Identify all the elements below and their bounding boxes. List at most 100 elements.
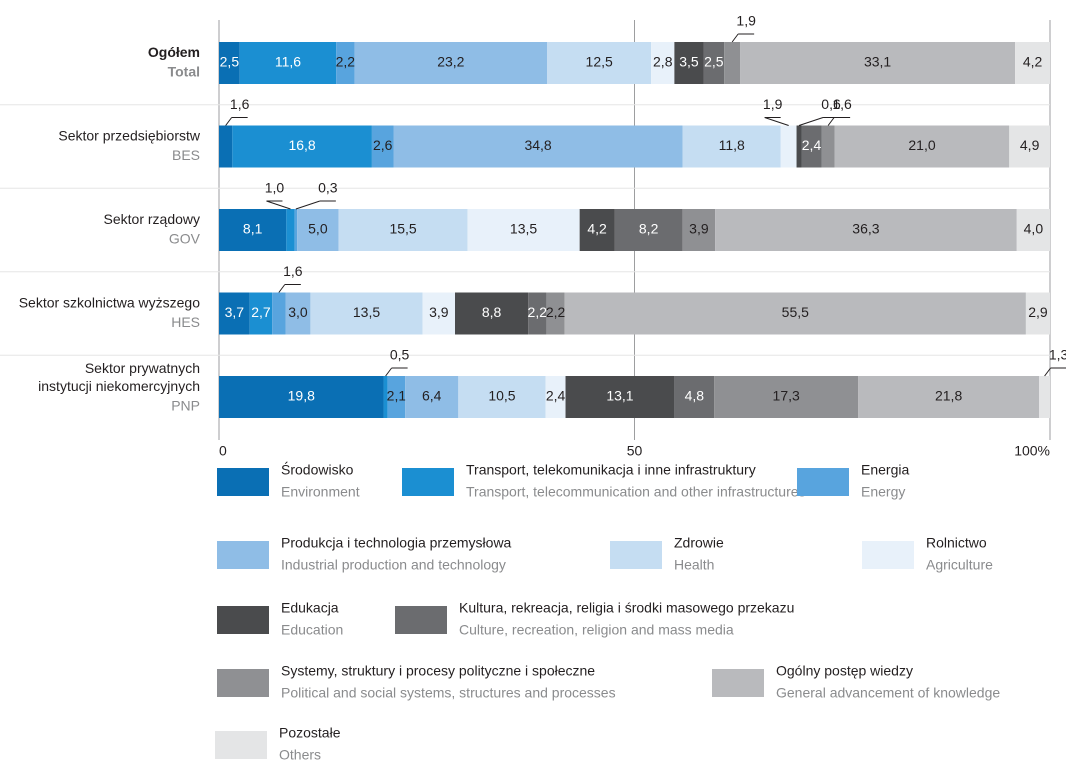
value-label: 23,2	[437, 54, 464, 70]
legend-label-en: Health	[674, 557, 714, 573]
legend-swatch	[610, 541, 662, 569]
legend-label: Edukacja	[281, 600, 339, 616]
bar-segment	[219, 125, 233, 168]
value-label: 33,1	[864, 54, 891, 70]
bar-segment	[1025, 292, 1050, 335]
bar-segment	[740, 42, 1016, 84]
legend-label: Zdrowie	[674, 535, 724, 551]
legend-label: Energia	[861, 462, 909, 478]
legend-label: Ogólny postęp wiedzy	[776, 663, 913, 679]
legend-swatch	[215, 731, 267, 759]
legend-label: Kultura, rekreacja, religia i środki mas…	[459, 600, 794, 616]
value-label: 4,8	[685, 388, 705, 404]
value-label: 1,6	[230, 96, 250, 112]
leader-line	[827, 117, 835, 126]
bar-segment	[651, 42, 675, 84]
leader-line	[278, 284, 286, 293]
bar-segment	[674, 42, 704, 84]
bar-segment	[714, 376, 859, 418]
bar-segment	[547, 42, 652, 84]
legend-label: Systemy, struktury i procesy polityczne …	[281, 663, 595, 679]
value-label: 4,0	[1024, 221, 1044, 237]
leader-line	[764, 117, 789, 126]
bar-segment	[565, 376, 675, 418]
value-label: 13,5	[510, 221, 537, 237]
value-label: 13,1	[606, 388, 633, 404]
value-label: 1,0	[265, 180, 285, 196]
leader-line	[731, 33, 739, 43]
value-label: 34,8	[524, 137, 551, 153]
value-label: 12,5	[586, 54, 613, 70]
value-label: 17,3	[773, 388, 800, 404]
legend-label-en: Environment	[281, 484, 360, 500]
bar-segment	[422, 292, 456, 335]
bar-segment	[232, 125, 372, 168]
bar-segment	[821, 125, 835, 168]
value-label: 21,8	[935, 388, 962, 404]
value-label: 2,7	[251, 304, 271, 320]
bar-segment	[1016, 209, 1050, 251]
bar-segment	[310, 292, 423, 335]
value-label: 6,4	[422, 388, 442, 404]
value-label: 5,0	[308, 221, 328, 237]
value-label: 2,6	[373, 137, 393, 153]
bar-segment	[682, 125, 781, 168]
x-tick-label: 0	[219, 443, 227, 459]
value-label: 3,7	[225, 304, 245, 320]
bar-segment	[219, 42, 240, 84]
bar-segment	[383, 376, 388, 418]
value-label: 10,5	[488, 388, 515, 404]
value-label: 15,5	[389, 221, 416, 237]
value-label: 0,5	[390, 347, 410, 363]
value-label: 1,6	[283, 263, 303, 279]
bar-segment	[458, 376, 546, 418]
value-label: 19,8	[288, 388, 315, 404]
bar-segment	[354, 42, 548, 84]
bar-segment	[858, 376, 1040, 418]
category-label: Sektor prywatnych instytucji niekomercyjn…	[38, 360, 200, 394]
value-label: 2,5	[220, 54, 240, 70]
value-label: 11,8	[719, 137, 745, 153]
value-label: 2,5	[704, 54, 724, 70]
bar-segment	[272, 292, 286, 335]
leader-line	[1044, 367, 1051, 377]
legend-label-en: Agriculture	[926, 557, 993, 573]
leader-line	[798, 117, 824, 126]
category-label-en: BES	[172, 147, 200, 163]
category-label-en: HES	[171, 314, 200, 330]
bar-segment	[219, 376, 384, 418]
value-label: 0,6	[821, 96, 841, 112]
legend-label-en: Education	[281, 622, 343, 638]
value-label: 3,9	[429, 304, 449, 320]
bar-segment	[294, 209, 298, 251]
value-label: 3,0	[288, 304, 308, 320]
bar-segment	[338, 209, 468, 251]
value-label: 1,9	[736, 13, 756, 29]
legend-swatch	[712, 669, 764, 697]
bar-segment	[455, 292, 529, 335]
bar-segment	[336, 42, 355, 84]
bar-segment	[546, 292, 565, 335]
legend-label: Pozostałe	[279, 725, 341, 741]
bar-segment	[286, 209, 295, 251]
bar-segment	[285, 292, 311, 335]
bar-segment	[564, 292, 1026, 335]
legend-swatch	[402, 468, 454, 496]
bar-segment	[239, 42, 337, 84]
value-label: 3,9	[689, 221, 709, 237]
value-label: 2,4	[546, 388, 566, 404]
bar-segment	[614, 209, 683, 251]
bar-segment	[405, 376, 459, 418]
legend-label-en: Industrial production and technology	[281, 557, 506, 573]
value-label: 2,2	[528, 304, 548, 320]
legend-label: Transport, telekomunikacja i inne infras…	[466, 462, 756, 478]
value-label: 8,8	[482, 304, 502, 320]
bar-segment	[780, 125, 797, 168]
bar-segment	[1039, 376, 1050, 418]
legend-swatch	[217, 468, 269, 496]
value-label: 1,6	[832, 96, 852, 112]
bar-segment	[1009, 125, 1050, 168]
bar-segment	[1015, 42, 1050, 84]
value-label: 16,8	[288, 137, 315, 153]
bar-segment	[724, 42, 741, 84]
